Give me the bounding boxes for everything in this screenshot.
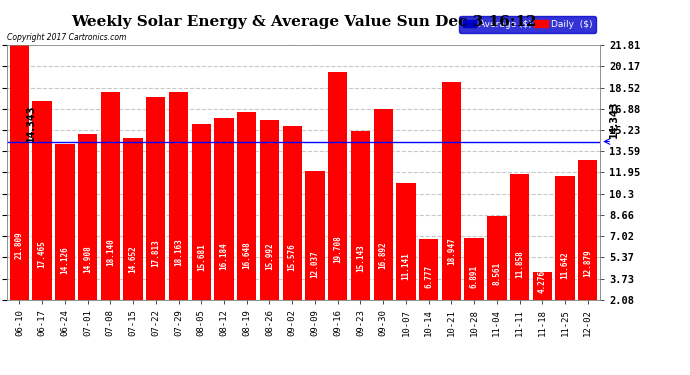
Text: 19.708: 19.708: [333, 236, 342, 263]
Text: 6.891: 6.891: [470, 265, 479, 288]
Bar: [351, 131, 370, 300]
Text: 21.809: 21.809: [15, 231, 24, 259]
Bar: [101, 92, 120, 300]
Bar: [169, 92, 188, 300]
Bar: [510, 174, 529, 300]
Text: 17.465: 17.465: [38, 240, 47, 268]
Text: 11.642: 11.642: [560, 251, 569, 279]
Bar: [464, 238, 484, 300]
Bar: [396, 183, 415, 300]
Text: 15.681: 15.681: [197, 243, 206, 271]
Text: 15.576: 15.576: [288, 243, 297, 271]
Text: 16.184: 16.184: [219, 242, 228, 270]
Text: 8.561: 8.561: [493, 262, 502, 285]
Text: 14.343: 14.343: [26, 104, 36, 141]
Bar: [533, 272, 552, 300]
Text: 15.143: 15.143: [356, 244, 365, 272]
Text: 11.858: 11.858: [515, 251, 524, 279]
Text: Weekly Solar Energy & Average Value Sun Dec 3 16:12: Weekly Solar Energy & Average Value Sun …: [71, 15, 536, 29]
Text: 12.879: 12.879: [583, 249, 592, 276]
Bar: [237, 112, 257, 300]
Text: 4.276: 4.276: [538, 270, 546, 293]
Text: 14.126: 14.126: [61, 246, 70, 274]
Text: 14.343: 14.343: [609, 100, 619, 138]
Text: 16.648: 16.648: [242, 242, 251, 269]
Text: 15.992: 15.992: [265, 243, 274, 270]
Bar: [146, 97, 166, 300]
Text: 14.652: 14.652: [128, 245, 137, 273]
Bar: [419, 239, 438, 300]
Text: 11.141: 11.141: [402, 252, 411, 280]
Text: 17.813: 17.813: [151, 239, 160, 267]
Bar: [215, 118, 234, 300]
Bar: [555, 176, 575, 300]
Text: Copyright 2017 Cartronics.com: Copyright 2017 Cartronics.com: [7, 33, 126, 42]
Bar: [55, 144, 75, 300]
Bar: [260, 120, 279, 300]
Bar: [578, 160, 598, 300]
Text: 12.037: 12.037: [310, 251, 319, 278]
Bar: [305, 171, 324, 300]
Bar: [328, 72, 347, 300]
Legend: Average ($), Daily  ($): Average ($), Daily ($): [459, 16, 595, 33]
Bar: [283, 126, 302, 300]
Text: 16.892: 16.892: [379, 241, 388, 269]
Bar: [192, 124, 211, 300]
Bar: [487, 216, 506, 300]
Text: 14.908: 14.908: [83, 245, 92, 273]
Text: 18.163: 18.163: [174, 238, 183, 266]
Text: 18.947: 18.947: [447, 237, 456, 265]
Bar: [10, 45, 29, 300]
Bar: [373, 109, 393, 300]
Bar: [442, 82, 461, 300]
Text: 18.140: 18.140: [106, 238, 115, 266]
Text: 6.777: 6.777: [424, 265, 433, 288]
Bar: [78, 134, 97, 300]
Bar: [124, 138, 143, 300]
Bar: [32, 101, 52, 300]
